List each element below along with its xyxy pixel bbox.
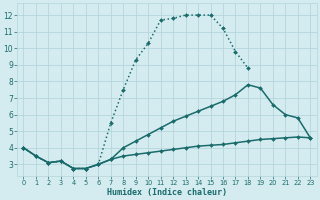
X-axis label: Humidex (Indice chaleur): Humidex (Indice chaleur) [107,188,227,197]
